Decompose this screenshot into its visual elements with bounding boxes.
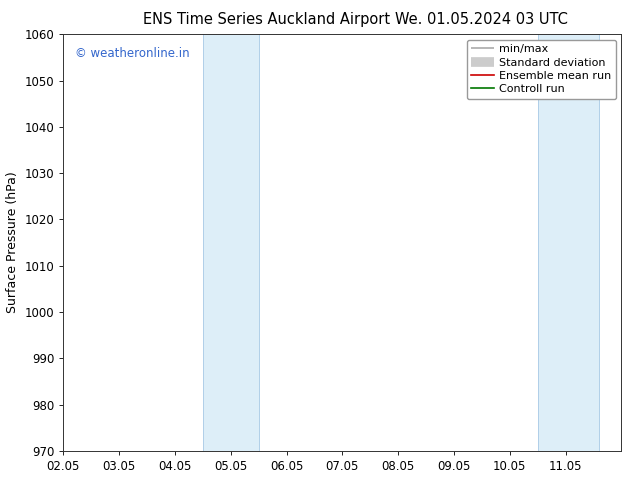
Bar <box>203 34 259 451</box>
Text: We. 01.05.2024 03 UTC: We. 01.05.2024 03 UTC <box>396 12 568 27</box>
Y-axis label: Surface Pressure (hPa): Surface Pressure (hPa) <box>6 172 19 314</box>
Text: ENS Time Series Auckland Airport: ENS Time Series Auckland Airport <box>143 12 390 27</box>
Legend: min/max, Standard deviation, Ensemble mean run, Controll run: min/max, Standard deviation, Ensemble me… <box>467 40 616 99</box>
Text: © weatheronline.in: © weatheronline.in <box>75 47 189 60</box>
Bar <box>538 34 599 451</box>
